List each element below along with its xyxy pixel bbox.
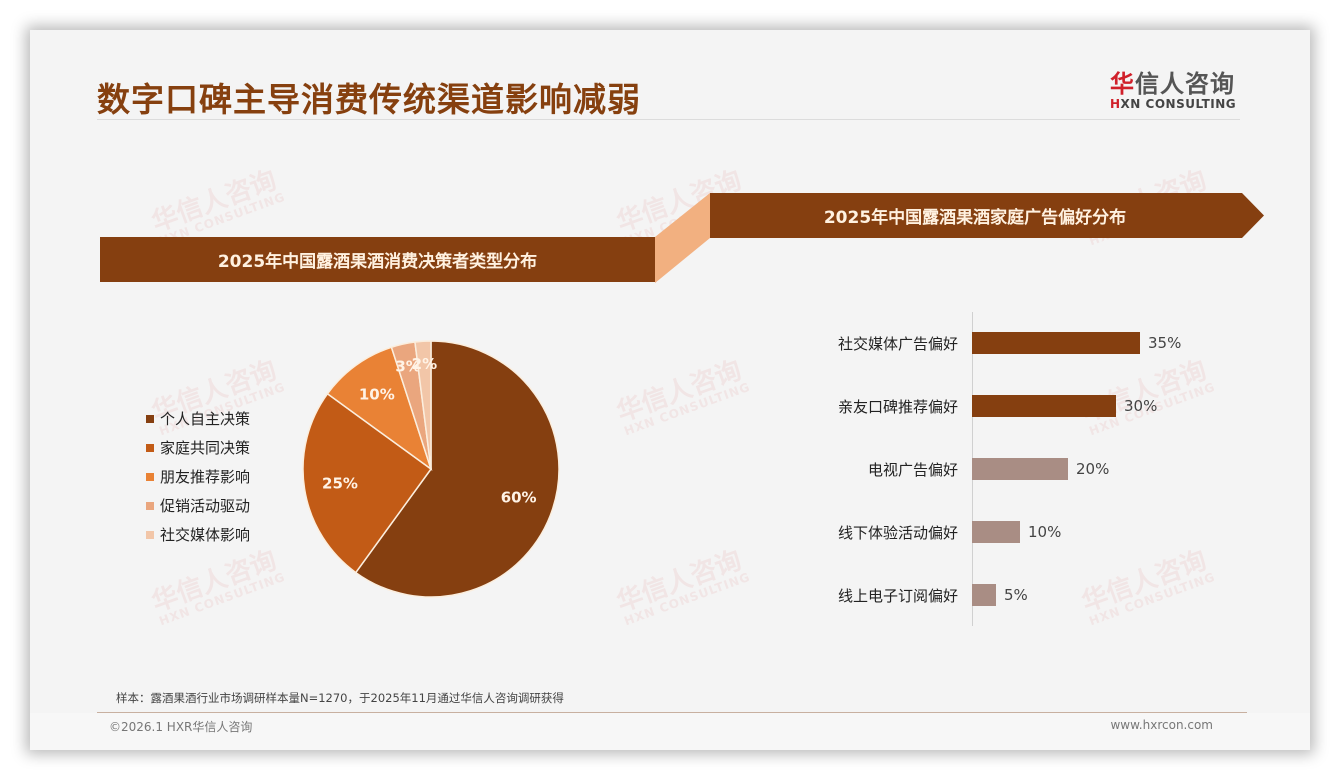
legend-label: 个人自主决策 xyxy=(160,410,251,428)
bar xyxy=(972,395,1116,417)
legend-item: 社交媒体影响 xyxy=(146,520,250,549)
legend-item: 朋友推荐影响 xyxy=(146,462,250,491)
legend-item: 个人自主决策 xyxy=(146,404,250,433)
bar-label: 电视广告偏好 xyxy=(867,460,958,479)
logo-cn-rest: 信人咨询 xyxy=(1135,70,1235,98)
sample-note: 样本：露酒果酒行业市场调研样本量N=1270，于2025年11月通过华信人咨询调… xyxy=(116,691,564,705)
bar xyxy=(972,332,1140,354)
footer-divider xyxy=(97,712,1247,713)
legend-swatch-icon xyxy=(146,443,154,452)
bar-label: 亲友口碑推荐偏好 xyxy=(837,397,958,416)
bar-chart-title: 2025年中国露酒果酒家庭广告偏好分布 xyxy=(823,208,1127,228)
bar-value: 10% xyxy=(1028,523,1062,541)
bar-row: 线下体验活动偏好 10% xyxy=(790,520,1061,544)
bar-label: 线上电子订阅偏好 xyxy=(837,586,958,605)
bar-label: 线下体验活动偏好 xyxy=(837,523,958,542)
pie-legend: 个人自主决策 家庭共同决策 朋友推荐影响 促销活动驱动 社交媒体影响 xyxy=(146,404,250,549)
bar-row: 亲友口碑推荐偏好 30% xyxy=(790,394,1157,418)
company-logo: 华信人咨询 HXN CONSULTING xyxy=(1110,64,1250,111)
website-link[interactable]: www.hxrcon.com xyxy=(1110,718,1213,732)
legend-item: 促销活动驱动 xyxy=(146,491,250,520)
footer xyxy=(30,713,1310,750)
pie-slice-label: 2% xyxy=(412,355,437,373)
bar-value: 5% xyxy=(1004,586,1028,604)
logo-en: HXN CONSULTING xyxy=(1110,97,1250,111)
legend-label: 朋友推荐影响 xyxy=(160,468,251,486)
bar-row: 线上电子订阅偏好 5% xyxy=(790,583,1028,607)
bar-row: 电视广告偏好 20% xyxy=(790,457,1109,481)
pie-slice xyxy=(302,392,433,574)
logo-en-first: H xyxy=(1110,97,1121,111)
pie-slice-label: 25% xyxy=(322,474,358,492)
pie-slice-label: 10% xyxy=(359,385,395,403)
banner-connector xyxy=(655,193,710,283)
legend-swatch-icon xyxy=(146,501,154,510)
pie-chart-title: 2025年中国露酒果酒消费决策者类型分布 xyxy=(217,252,538,272)
pie-chart: 60% 25% 10%3%2% xyxy=(302,340,560,598)
legend-item: 家庭共同决策 xyxy=(146,433,250,462)
pie-chart-title-banner: 2025年中国露酒果酒消费决策者类型分布 xyxy=(100,237,655,282)
bar-row: 社交媒体广告偏好 35% xyxy=(790,331,1181,355)
pie-slice xyxy=(414,340,432,470)
bar xyxy=(972,521,1020,543)
legend-swatch-icon xyxy=(146,472,154,481)
pie-slice xyxy=(354,340,560,598)
bar-label: 社交媒体广告偏好 xyxy=(837,334,958,353)
logo-cn-first: 华 xyxy=(1110,70,1135,98)
pie-slice xyxy=(326,346,433,471)
bar-value: 30% xyxy=(1124,397,1158,415)
bar-value: 35% xyxy=(1148,334,1182,352)
page-title: 数字口碑主导消费传统渠道影响减弱 xyxy=(97,80,641,119)
pie-slice-label: 60% xyxy=(501,488,537,506)
logo-cn: 华信人咨询 xyxy=(1110,64,1250,99)
title-divider xyxy=(97,119,1240,120)
legend-label: 家庭共同决策 xyxy=(160,439,251,457)
copyright: ©2026.1 HXR华信人咨询 xyxy=(109,720,253,734)
bar xyxy=(972,584,996,606)
legend-swatch-icon xyxy=(146,414,154,423)
bar-value: 20% xyxy=(1076,460,1110,478)
legend-label: 社交媒体影响 xyxy=(160,526,251,544)
arrow-banner-shape xyxy=(710,193,1264,238)
bar-chart-title-banner: 2025年中国露酒果酒家庭广告偏好分布 xyxy=(710,193,1265,238)
legend-label: 促销活动驱动 xyxy=(160,497,251,515)
bar xyxy=(972,458,1068,480)
pie-slice-label: 3% xyxy=(395,358,420,376)
logo-en-rest: XN CONSULTING xyxy=(1120,97,1237,111)
legend-swatch-icon xyxy=(146,530,154,539)
